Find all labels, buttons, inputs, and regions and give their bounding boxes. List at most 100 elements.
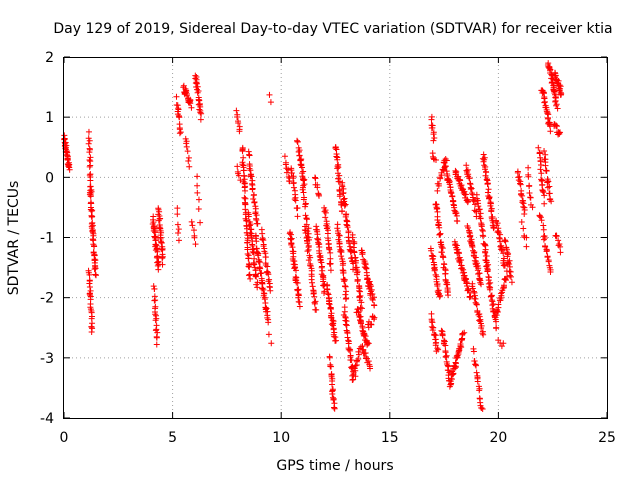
data-point bbox=[332, 144, 339, 151]
data-point bbox=[475, 203, 482, 210]
data-point bbox=[327, 249, 334, 256]
data-point bbox=[543, 104, 550, 111]
data-point bbox=[548, 198, 555, 205]
data-point bbox=[307, 254, 314, 261]
data-point bbox=[342, 282, 349, 289]
data-point bbox=[456, 254, 463, 261]
data-point bbox=[253, 238, 260, 245]
data-point bbox=[552, 91, 559, 98]
data-point bbox=[446, 181, 453, 188]
data-point bbox=[93, 272, 100, 279]
data-point bbox=[362, 264, 369, 271]
data-point bbox=[183, 143, 190, 150]
data-point bbox=[540, 89, 547, 96]
data-point bbox=[85, 140, 92, 147]
data-point bbox=[501, 255, 508, 262]
data-point bbox=[254, 220, 261, 227]
data-point bbox=[544, 110, 551, 117]
data-point bbox=[92, 264, 99, 271]
data-point bbox=[481, 154, 488, 161]
data-point bbox=[537, 161, 544, 168]
y-axis-label: SDTVAR / TECUs bbox=[6, 181, 22, 296]
data-point bbox=[321, 208, 328, 215]
data-point bbox=[64, 153, 71, 160]
data-point bbox=[240, 154, 247, 161]
data-point bbox=[338, 199, 345, 206]
data-point bbox=[460, 266, 467, 273]
data-point bbox=[188, 218, 195, 225]
data-point bbox=[150, 219, 157, 226]
data-point bbox=[427, 245, 434, 252]
data-point bbox=[498, 289, 505, 296]
data-point bbox=[312, 175, 319, 182]
data-point bbox=[475, 265, 482, 272]
data-point bbox=[433, 205, 440, 212]
data-point bbox=[480, 233, 487, 240]
data-point bbox=[286, 178, 293, 185]
data-point bbox=[341, 278, 348, 285]
data-point bbox=[310, 290, 317, 297]
data-point bbox=[502, 277, 509, 284]
data-point bbox=[523, 234, 530, 241]
data-point bbox=[185, 154, 192, 161]
data-point bbox=[327, 260, 334, 267]
data-point bbox=[536, 213, 543, 220]
data-point bbox=[87, 292, 94, 299]
data-point bbox=[371, 314, 378, 321]
data-point bbox=[186, 163, 193, 170]
data-point bbox=[477, 316, 484, 323]
data-point bbox=[478, 281, 485, 288]
data-point bbox=[296, 152, 303, 159]
data-point bbox=[453, 168, 460, 175]
data-point bbox=[88, 212, 95, 219]
data-point bbox=[554, 105, 561, 112]
data-point bbox=[557, 83, 564, 90]
data-point bbox=[457, 177, 464, 184]
data-point bbox=[546, 190, 553, 197]
data-point bbox=[87, 287, 94, 294]
data-point bbox=[248, 180, 255, 187]
data-point bbox=[260, 241, 267, 248]
data-point bbox=[527, 194, 534, 201]
data-point bbox=[259, 235, 266, 242]
data-point bbox=[365, 324, 372, 331]
data-point bbox=[291, 196, 298, 203]
data-point bbox=[438, 241, 445, 248]
data-point bbox=[308, 279, 315, 286]
data-point bbox=[338, 253, 345, 260]
data-point bbox=[175, 237, 182, 244]
data-point bbox=[85, 135, 92, 142]
data-point bbox=[546, 121, 553, 128]
data-point bbox=[176, 114, 183, 121]
data-point bbox=[343, 288, 350, 295]
data-point bbox=[315, 191, 322, 198]
data-point bbox=[488, 207, 495, 214]
data-points bbox=[61, 60, 565, 413]
data-point bbox=[313, 306, 320, 313]
data-point bbox=[476, 317, 483, 324]
data-point bbox=[471, 201, 478, 208]
data-point bbox=[477, 215, 484, 222]
data-point bbox=[64, 149, 71, 156]
data-point bbox=[469, 285, 476, 292]
data-point bbox=[547, 128, 554, 135]
data-point bbox=[494, 220, 501, 227]
data-point bbox=[152, 297, 159, 304]
data-point bbox=[290, 180, 297, 187]
data-point bbox=[525, 164, 532, 171]
data-point bbox=[519, 199, 526, 206]
data-point bbox=[300, 177, 307, 184]
data-point bbox=[435, 346, 442, 353]
data-point bbox=[458, 344, 465, 351]
data-point bbox=[268, 340, 275, 347]
data-point bbox=[541, 200, 548, 207]
data-point bbox=[319, 267, 326, 274]
data-point bbox=[351, 249, 358, 256]
data-point bbox=[526, 190, 533, 197]
data-point bbox=[438, 327, 445, 334]
data-point bbox=[480, 158, 487, 165]
data-point bbox=[341, 308, 348, 315]
data-point bbox=[308, 271, 315, 278]
data-point bbox=[442, 342, 449, 349]
data-point bbox=[234, 113, 241, 120]
